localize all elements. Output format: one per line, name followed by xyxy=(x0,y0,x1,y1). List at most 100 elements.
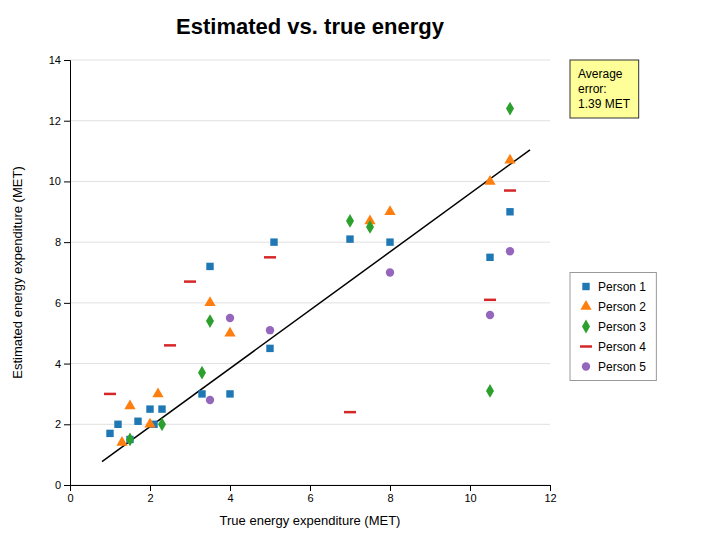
legend-item: Person 2 xyxy=(580,300,646,314)
annotation-line: Average xyxy=(578,67,623,81)
y-axis-tick-label: 8 xyxy=(55,236,61,248)
x-axis-tick-label: 10 xyxy=(464,492,476,504)
y-axis-tick-label: 12 xyxy=(49,115,61,127)
y-axis-tick: 10 xyxy=(49,175,70,187)
point xyxy=(506,208,513,215)
x-axis-tick: 12 xyxy=(544,485,556,504)
point xyxy=(366,220,374,234)
point xyxy=(116,436,127,446)
series xyxy=(104,191,516,413)
regression-line xyxy=(102,150,530,462)
point xyxy=(158,405,165,412)
y-axis-tick: 2 xyxy=(55,418,70,430)
annotation-line: 1.39 MET xyxy=(578,97,631,111)
x-axis-tick-label: 8 xyxy=(387,492,393,504)
annotation-box xyxy=(570,60,639,118)
x-axis-tick: 8 xyxy=(387,485,393,504)
point xyxy=(124,400,135,410)
x-axis-tick-mark xyxy=(390,485,391,491)
point xyxy=(266,326,274,334)
legend-label: Person 3 xyxy=(598,320,646,334)
x-axis-tick: 2 xyxy=(147,485,153,504)
y-axis-tick-label: 4 xyxy=(55,358,61,370)
y-axis-title: Estimated energy expenditure (MET) xyxy=(10,166,25,378)
point xyxy=(346,235,353,242)
point xyxy=(206,263,213,270)
point xyxy=(346,214,354,228)
y-axis-tick-mark xyxy=(64,242,70,243)
point xyxy=(104,393,116,396)
point xyxy=(164,344,176,347)
y-axis-tick: 4 xyxy=(55,358,70,370)
x-axis-tick-mark xyxy=(470,485,471,491)
point xyxy=(206,396,214,404)
y-axis-tick-label: 2 xyxy=(55,418,61,430)
legend-label: Person 1 xyxy=(598,280,646,294)
y-axis-tick-label: 6 xyxy=(55,297,61,309)
y-axis-tick: 14 xyxy=(49,54,70,66)
point xyxy=(384,205,395,215)
legend-label: Person 5 xyxy=(598,360,646,374)
y-axis-tick-mark xyxy=(64,181,70,182)
grid xyxy=(70,60,550,485)
x-axis: 024681012 xyxy=(67,485,556,504)
grid-line xyxy=(70,363,550,364)
x-axis-tick-mark xyxy=(230,485,231,491)
annotation-text: Averageerror:1.39 MET xyxy=(578,67,631,111)
title: Estimated vs. true energy xyxy=(176,14,445,39)
point xyxy=(114,421,121,428)
series xyxy=(106,208,513,443)
y-axis-tick-label: 0 xyxy=(55,479,61,491)
point xyxy=(144,418,155,428)
point xyxy=(126,433,134,447)
y-axis-tick-mark xyxy=(64,60,70,61)
y-axis-tick: 0 xyxy=(55,479,70,491)
annotation-line: error: xyxy=(578,82,607,96)
x-axis-tick-label: 0 xyxy=(67,492,73,504)
x-axis-tick-mark xyxy=(550,485,551,491)
x-axis-tick-label: 12 xyxy=(544,492,556,504)
point xyxy=(184,280,196,283)
legend-box xyxy=(570,273,656,381)
point xyxy=(484,175,495,185)
x-axis-tick-label: 6 xyxy=(307,492,313,504)
y-axis-line xyxy=(64,61,71,486)
grid-line xyxy=(70,60,550,61)
y-axis-tick: 6 xyxy=(55,297,70,309)
grid-line xyxy=(70,302,550,303)
grid-line xyxy=(70,120,550,121)
point xyxy=(226,314,234,322)
y-axis-tick: 12 xyxy=(49,115,70,127)
x-axis-tick-label: 2 xyxy=(147,492,153,504)
grid-line xyxy=(70,181,550,182)
y-axis-tick-mark xyxy=(64,424,70,425)
y-axis: 0 2 4 6 8 10 12 14 xyxy=(49,54,71,491)
legend-label: Person 4 xyxy=(598,340,646,354)
point xyxy=(506,247,514,255)
x-axis-line xyxy=(71,486,551,492)
annotation: Averageerror:1.39 MET xyxy=(570,60,639,118)
point xyxy=(504,189,516,192)
point xyxy=(486,384,494,398)
grid-line xyxy=(70,424,550,425)
legend-marker xyxy=(580,345,592,348)
y-axis-tick-label: 10 xyxy=(49,175,61,187)
legend-marker xyxy=(582,283,589,290)
point xyxy=(146,405,153,412)
point xyxy=(198,366,206,380)
legend-marker xyxy=(582,320,590,334)
point xyxy=(206,314,214,328)
point xyxy=(264,256,276,259)
chart: 02468101202468101214True energy expendit… xyxy=(0,0,720,540)
point xyxy=(386,238,393,245)
x-axis-tick: 0 xyxy=(67,485,73,504)
point xyxy=(344,411,356,414)
series xyxy=(116,154,515,446)
x-axis-tick-mark xyxy=(150,485,151,491)
x-axis-tick-mark xyxy=(310,485,311,491)
legend-label: Person 2 xyxy=(598,300,646,314)
point xyxy=(486,311,494,319)
legend-item: Person 5 xyxy=(582,360,647,374)
y-axis-tick-mark xyxy=(64,303,70,304)
point xyxy=(270,238,277,245)
